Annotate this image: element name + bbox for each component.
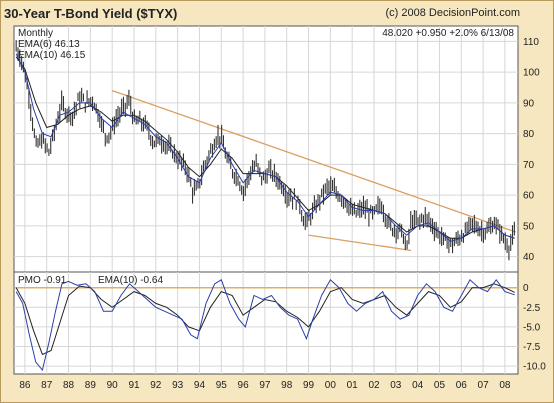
x-tick-label: 92 bbox=[150, 380, 162, 391]
pmo-y-tick-label: -7.5 bbox=[523, 342, 541, 353]
copyright-text: (c) 2008 DecisionPoint.com bbox=[385, 7, 520, 19]
y-tick-label: 100 bbox=[523, 68, 540, 79]
pmo-y-tick-label: 0 bbox=[523, 283, 529, 294]
x-tick-label: 04 bbox=[412, 380, 424, 391]
pmo-ema-line bbox=[15, 283, 515, 356]
pmo-y-tick-label: -2.5 bbox=[523, 303, 541, 314]
x-tick-label: 91 bbox=[128, 380, 140, 391]
pmo-line bbox=[15, 278, 515, 372]
y-tick-label: 80 bbox=[523, 129, 535, 140]
legend-ema10: EMA(10) 46.15 bbox=[18, 50, 86, 61]
x-tick-label: 03 bbox=[390, 380, 402, 391]
pmo-grid bbox=[14, 272, 518, 374]
price-y-ticks: 40 50 60 70 80 90 100 110 bbox=[523, 37, 540, 263]
ema6-line bbox=[15, 53, 515, 242]
pmo-y-tick-label: -10.0 bbox=[523, 362, 546, 373]
legend-pmo-ema: EMA(10) -0.64 bbox=[98, 275, 163, 286]
pmo-y-ticks: 0 -2.5 -5.0 -7.5 -10.0 bbox=[523, 283, 546, 372]
y-tick-label: 40 bbox=[523, 252, 535, 263]
x-tick-label: 87 bbox=[41, 380, 53, 391]
x-tick-label: 89 bbox=[85, 380, 97, 391]
quote-readout: 48.020 +0.950 +2.0% 6/13/08 bbox=[382, 28, 514, 39]
y-tick-label: 110 bbox=[523, 37, 539, 48]
pmo-panel-background bbox=[13, 271, 519, 375]
x-tick-label: 02 bbox=[368, 380, 380, 391]
x-tick-label: 90 bbox=[107, 380, 119, 391]
pmo-y-tick-label: -5.0 bbox=[523, 322, 541, 333]
x-tick-label: 07 bbox=[478, 380, 490, 391]
x-tick-label: 00 bbox=[325, 380, 337, 391]
y-tick-label: 60 bbox=[523, 191, 535, 202]
trend-line bbox=[308, 234, 412, 252]
y-tick-label: 90 bbox=[523, 98, 535, 109]
period-label: Monthly bbox=[18, 28, 53, 39]
trend-line bbox=[111, 89, 517, 233]
x-tick-label: 99 bbox=[303, 380, 315, 391]
y-tick-label: 70 bbox=[523, 160, 535, 171]
x-tick-label: 93 bbox=[172, 380, 184, 391]
x-axis-ticks: 86 87 88 89 90 91 92 93 94 95 96 97 98 99 00 01 02 03 04 05… bbox=[19, 380, 511, 391]
x-tick-label: 01 bbox=[347, 380, 359, 391]
trend-lines bbox=[111, 89, 517, 252]
pmo-panel: 0 -2.5 -5.0 -7.5 -10.0 PMO -0.91 EMA(10) -0.… bbox=[13, 271, 546, 375]
x-tick-label: 98 bbox=[281, 380, 293, 391]
price-bars bbox=[15, 40, 515, 261]
x-tick-label: 05 bbox=[434, 380, 446, 391]
legend-pmo: PMO -0.91 bbox=[18, 275, 67, 286]
x-tick-label: 88 bbox=[63, 380, 75, 391]
chart-title: 30-Year T-Bond Yield ($TYX) bbox=[4, 6, 178, 21]
x-tick-label: 94 bbox=[194, 380, 206, 391]
x-tick-label: 86 bbox=[19, 380, 31, 391]
x-tick-label: 06 bbox=[456, 380, 468, 391]
x-tick-label: 96 bbox=[238, 380, 250, 391]
x-tick-label: 97 bbox=[259, 380, 271, 391]
y-tick-label: 50 bbox=[523, 221, 535, 232]
legend-ema6: EMA(6) 46.13 bbox=[18, 39, 80, 50]
x-tick-label: 95 bbox=[216, 380, 228, 391]
x-tick-label: 08 bbox=[499, 380, 511, 391]
